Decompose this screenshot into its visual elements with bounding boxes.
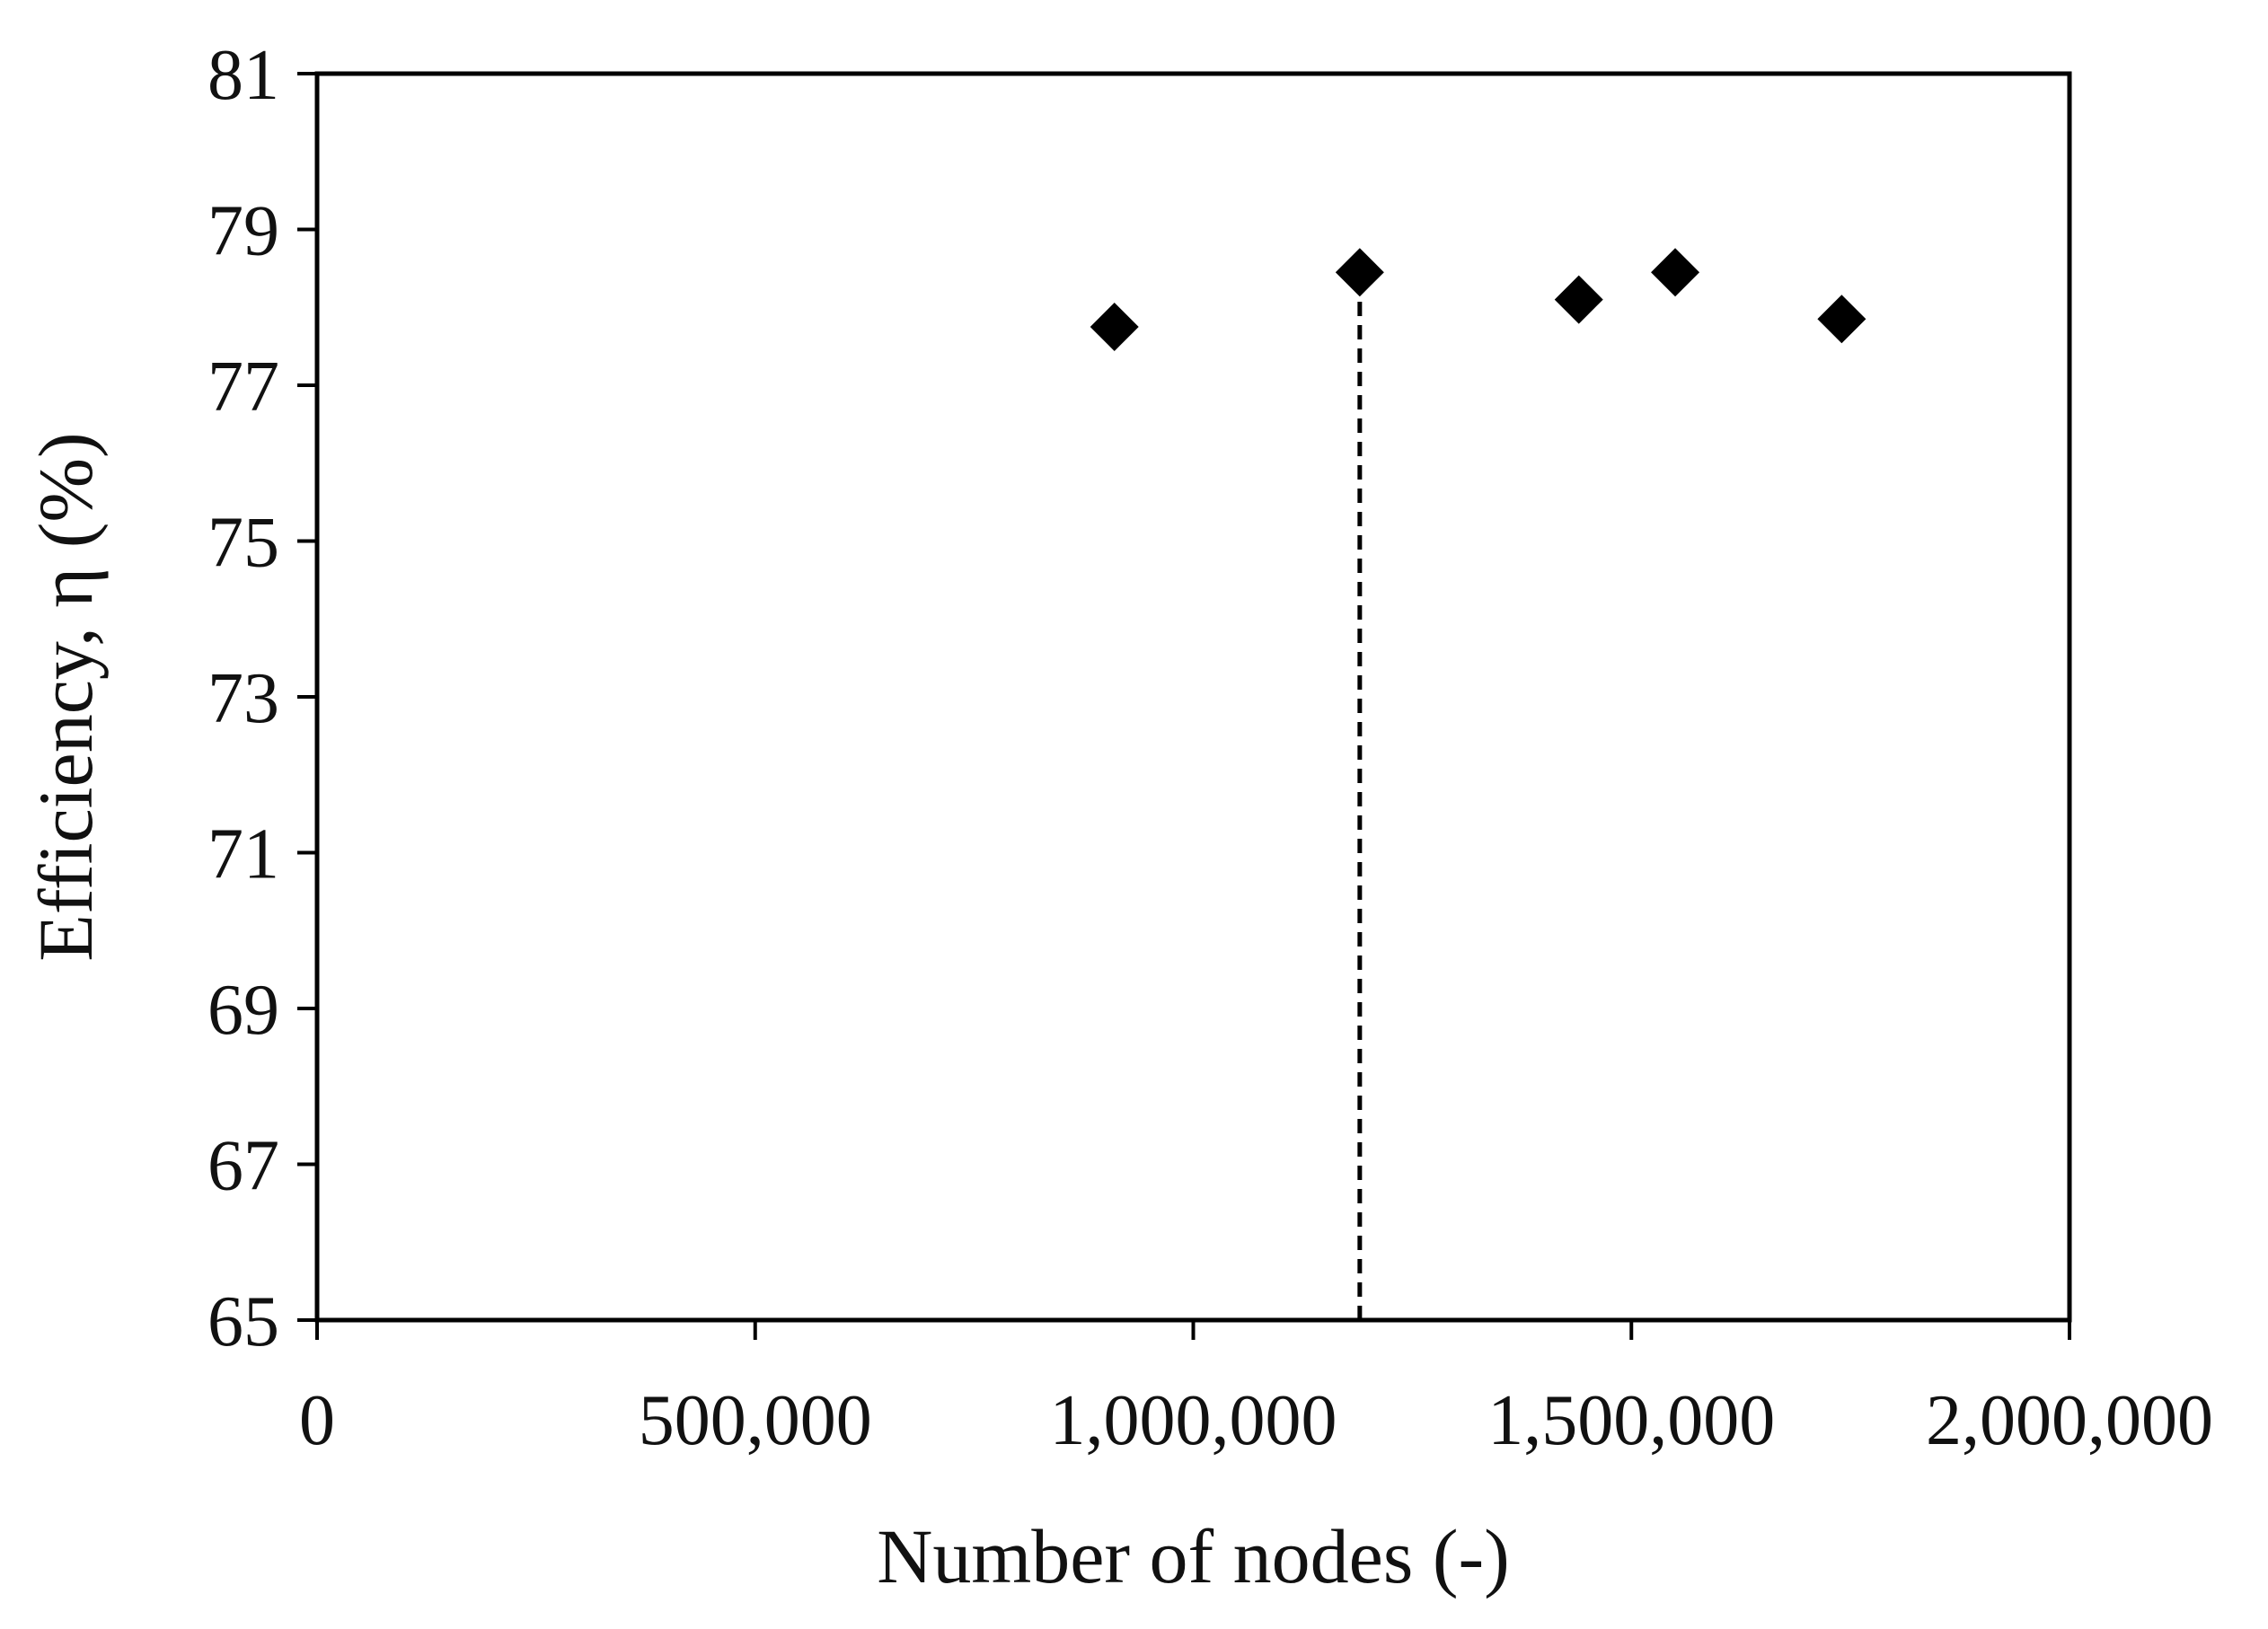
- y-tick-label: 69: [207, 971, 279, 1050]
- data-point-diamond: [1090, 302, 1139, 351]
- x-tick-label: 0: [299, 1381, 335, 1460]
- y-tick-label: 79: [207, 192, 279, 271]
- x-axis-label: Number of nodes (-): [877, 1513, 1510, 1599]
- data-points: [1090, 248, 1866, 351]
- y-tick-label: 81: [207, 36, 279, 115]
- x-tick-label: 1,500,000: [1487, 1381, 1775, 1460]
- data-point-diamond: [1651, 248, 1700, 297]
- y-tick-label: 77: [207, 348, 279, 427]
- x-tick-label: 1,000,000: [1050, 1381, 1337, 1460]
- x-axis-ticks: 0 500,000 1,000,000 1,500,000 2,000,000: [299, 1320, 2213, 1460]
- y-axis-label: Efficiency, η (%): [22, 432, 109, 961]
- y-axis-ticks: 65 67 69 71 73 75 77 79 81: [207, 36, 317, 1361]
- data-point-diamond: [1554, 275, 1603, 324]
- data-point-diamond: [1817, 295, 1866, 344]
- x-tick-label: 500,000: [639, 1381, 872, 1460]
- y-tick-label: 73: [207, 659, 279, 738]
- y-tick-label: 71: [207, 815, 279, 894]
- x-tick-label: 2,000,000: [1926, 1381, 2213, 1460]
- y-tick-label: 67: [207, 1127, 279, 1206]
- data-point-diamond: [1335, 248, 1384, 297]
- y-tick-label: 65: [207, 1282, 279, 1361]
- y-tick-label: 75: [207, 504, 279, 583]
